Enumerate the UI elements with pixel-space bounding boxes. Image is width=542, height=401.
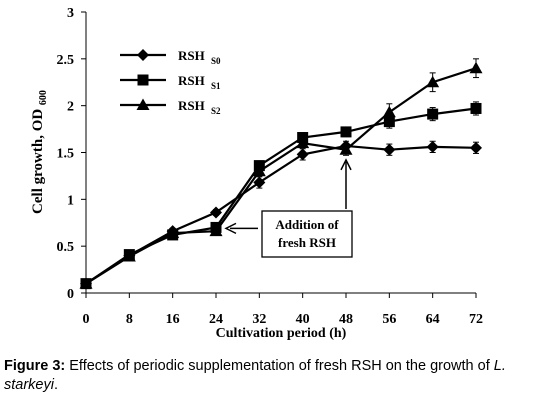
caption-species: L. starkeyi — [4, 358, 506, 393]
x-tick-label: 56 — [382, 312, 396, 327]
data-point — [426, 75, 440, 88]
x-tick-label: 8 — [126, 312, 133, 327]
data-point — [340, 126, 352, 138]
y-tick-label: 2 — [67, 100, 74, 115]
chart-annotation: Addition of fresh RSH — [224, 158, 353, 258]
legend-marker — [137, 49, 149, 61]
annotation-arrowhead-left — [224, 222, 237, 235]
data-point — [79, 277, 93, 289]
y-tick-label: 3 — [67, 6, 74, 21]
x-tick-label: 40 — [296, 312, 310, 327]
data-point — [296, 136, 310, 149]
legend-item-s1: RSH S1 — [120, 73, 221, 91]
y-tick-label: 2.5 — [57, 53, 75, 68]
x-tick-label: 48 — [339, 312, 353, 327]
legend-label: RSH S0 — [178, 48, 221, 66]
legend-item-s0: RSH S0 — [120, 48, 221, 66]
legend-marker — [137, 74, 149, 86]
y-tick-label: 0 — [67, 287, 74, 302]
legend-label: RSH S1 — [178, 73, 221, 91]
caption-text: Effects of periodic supplementation of f… — [65, 358, 494, 374]
x-tick-label: 64 — [426, 312, 440, 327]
legend-item-s2: RSH S2 — [120, 98, 221, 116]
annotation-box — [261, 210, 353, 258]
data-point — [210, 206, 222, 219]
data-point — [426, 140, 439, 153]
growth-chart: 0 0.5 1 1.5 2 2.5 3 0 8 16 24 32 40 48 56 64 72 Cultivati… — [30, 6, 483, 341]
x-tick-label: 32 — [252, 312, 266, 327]
data-point — [296, 148, 309, 161]
legend-label-subscript: S1 — [211, 81, 221, 91]
data-point — [382, 105, 396, 118]
data-point — [470, 102, 482, 114]
data-point — [252, 164, 266, 177]
legend-label-subscript: S2 — [211, 106, 221, 116]
data-point — [166, 226, 180, 239]
caption-end: . — [53, 377, 58, 393]
series-line — [85, 144, 477, 285]
data-point — [470, 141, 482, 154]
chart-legend: RSH S0 RSH S1 RSH S2 — [120, 48, 221, 116]
x-tick-label: 0 — [83, 312, 90, 327]
data-point — [383, 116, 395, 128]
x-axis-title: Cultivation period (h) — [216, 326, 347, 341]
series-s2 — [79, 58, 483, 289]
series-line — [85, 67, 477, 285]
caption-label: Figure 3: — [4, 358, 66, 374]
legend-marker — [136, 98, 150, 110]
y-axis-title-subscript: 600 — [38, 90, 49, 105]
x-tick-label: 24 — [209, 312, 223, 327]
data-point — [339, 143, 353, 155]
legend-label-subscript: S0 — [211, 56, 221, 66]
y-tick-label: 0.5 — [57, 240, 75, 255]
data-point — [469, 61, 483, 74]
series-s1 — [80, 101, 482, 290]
data-point — [209, 224, 223, 237]
x-tick-label: 16 — [166, 312, 180, 327]
x-tick-label: 72 — [469, 312, 483, 327]
data-point — [427, 108, 439, 120]
data-point — [122, 249, 136, 262]
data-point — [383, 143, 396, 156]
annotation-arrowhead-up — [340, 158, 352, 171]
legend-label: RSH S2 — [178, 98, 221, 116]
data-point — [253, 176, 266, 189]
y-tick-label: 1 — [67, 193, 74, 208]
chart-series — [79, 58, 483, 290]
chart-axes: 0 0.5 1 1.5 2 2.5 3 0 8 16 24 32 40 48 56 64 72 Cultivati… — [30, 6, 483, 341]
figure-caption: Figure 3: Effects of periodic supplement… — [4, 357, 538, 395]
y-axis-title: Cell growth, OD 600 — [30, 90, 49, 214]
y-tick-label: 1.5 — [57, 147, 75, 162]
annotation-text: Addition of — [275, 217, 339, 232]
annotation-text: fresh RSH — [278, 235, 336, 250]
